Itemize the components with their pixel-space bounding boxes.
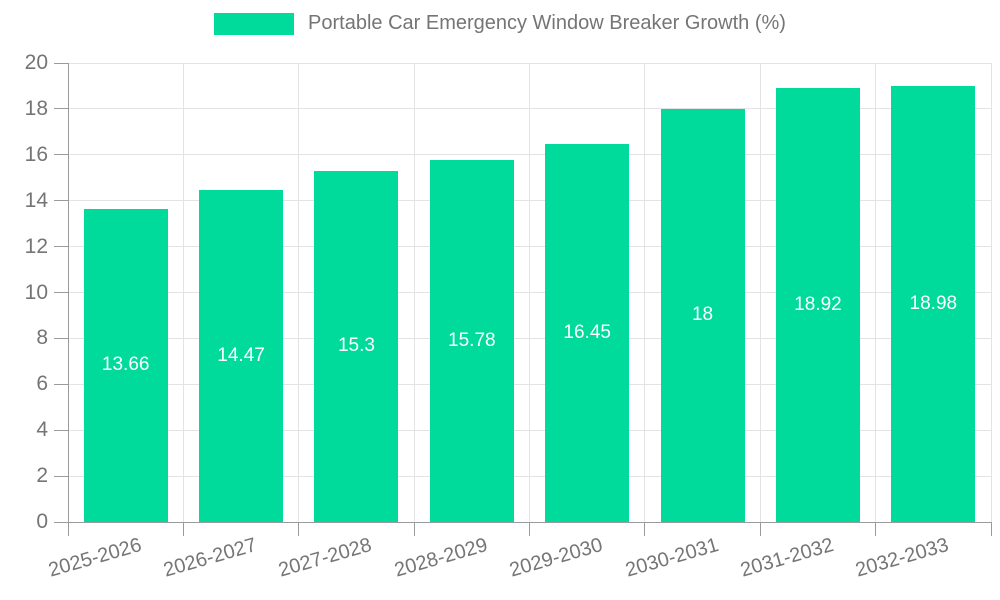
bar-value-label: 18.98 [909,293,958,315]
gridline-vertical [990,63,992,522]
y-tick-label: 12 [24,234,48,258]
y-tick-label: 0 [36,510,48,533]
y-axis-tick [54,475,68,477]
x-axis-line [54,521,991,523]
y-axis-tick [54,200,68,202]
y-tick-label: 6 [36,372,48,396]
gridline-vertical [413,63,415,522]
y-axis-tick [54,429,68,431]
bar[interactable] [314,170,399,522]
x-axis-tick [990,522,992,536]
y-tick-label: 2 [36,464,48,488]
x-axis-tick [759,522,761,536]
x-axis-tick [529,522,530,536]
y-tick-label: 16 [24,142,48,166]
x-axis-tick [644,522,646,536]
bar[interactable] [891,86,976,522]
bar-value-label: 18.92 [794,293,842,315]
bar[interactable] [83,208,168,522]
y-tick-label: 10 [24,280,48,304]
bar-value-label: 16.45 [563,322,611,344]
gridline-vertical [759,63,761,522]
bar[interactable] [775,87,860,522]
y-axis-tick [54,337,68,339]
bar[interactable] [429,159,514,522]
y-axis-tick [54,154,68,156]
gridline-vertical [875,63,877,522]
y-axis-tick [54,108,68,110]
bar[interactable] [199,189,284,522]
bar-value-label: 15.78 [448,329,496,351]
y-axis-line [67,63,69,536]
x-axis-tick [413,522,415,536]
y-axis-tick [54,292,68,293]
bar[interactable] [660,108,745,522]
x-axis-tick [298,522,300,536]
bar-value-label: 18 [691,304,714,326]
y-tick-label: 4 [36,418,48,442]
y-tick-label: 8 [36,326,48,350]
y-axis-tick [54,383,68,385]
y-tick-label: 20 [24,51,48,74]
bar[interactable] [545,144,630,522]
y-tick-label: 18 [24,96,48,120]
legend-label: Portable Car Emergency Window Breaker Gr… [308,12,786,34]
y-tick-label: 14 [24,188,48,212]
x-axis-tick [182,522,184,536]
gridline-vertical [298,63,300,522]
x-axis-tick [875,522,877,536]
bar-value-label: 13.66 [101,354,150,376]
chart-legend[interactable]: Portable Car Emergency Window Breaker Gr… [0,12,1000,35]
y-axis-tick [54,62,68,64]
gridline-vertical [644,63,646,522]
gridline-vertical [529,63,530,522]
gridline-vertical [182,63,184,522]
y-axis-tick [54,246,68,248]
bar-value-label: 14.47 [217,344,265,366]
bar-value-label: 15.3 [337,335,375,357]
legend-swatch [214,12,295,35]
